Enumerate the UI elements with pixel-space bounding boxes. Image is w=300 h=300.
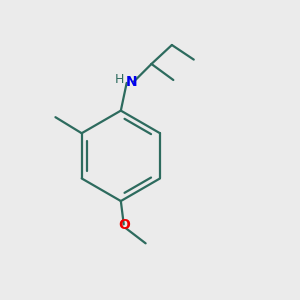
Text: H: H [115, 73, 124, 86]
Text: O: O [118, 218, 130, 232]
Text: N: N [126, 75, 138, 89]
